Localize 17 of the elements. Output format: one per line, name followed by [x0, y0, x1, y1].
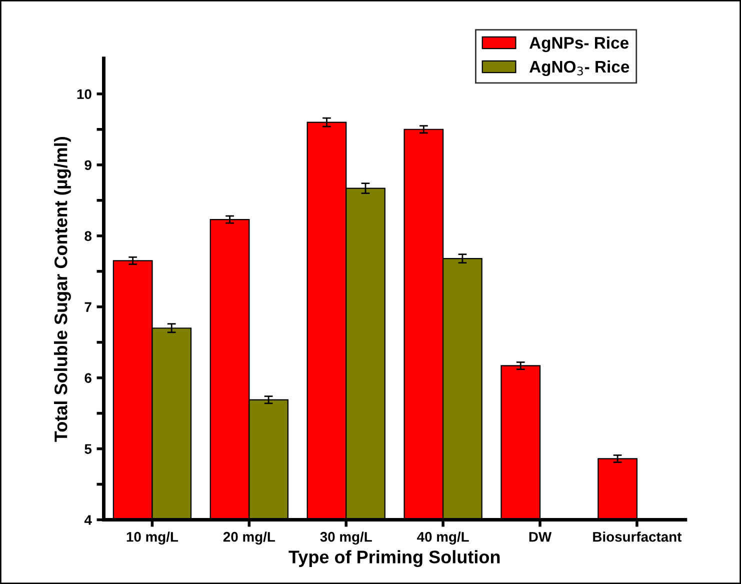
y-tick-label: 7: [84, 302, 92, 312]
x-tick-label: 20 mg/L: [223, 532, 275, 545]
legend-label: AgNPs- Rice: [529, 36, 628, 52]
x-tick-label: Biosurfactant: [593, 532, 682, 542]
x-axis-title: Type of Priming Solution: [288, 550, 500, 568]
x-tick-label: 30 mg/L: [320, 532, 372, 545]
x-tick-label: 40 mg/L: [417, 532, 469, 545]
x-tick-label: DW: [529, 532, 552, 542]
y-tick-label: 4: [84, 515, 92, 525]
y-tick-label: 9: [84, 160, 92, 170]
y-tick-label: 6: [84, 373, 92, 383]
y-tick-label: 8: [84, 231, 92, 242]
y-tick-label: 10: [77, 89, 92, 100]
x-tick-label: 10 mg/L: [126, 532, 178, 545]
y-axis-title: Total Soluble Sugar Content (µg/ml): [54, 136, 71, 442]
y-tick-label: 5: [84, 444, 92, 454]
legend-label: AgNO$_{3}$- Rice: [529, 60, 630, 76]
